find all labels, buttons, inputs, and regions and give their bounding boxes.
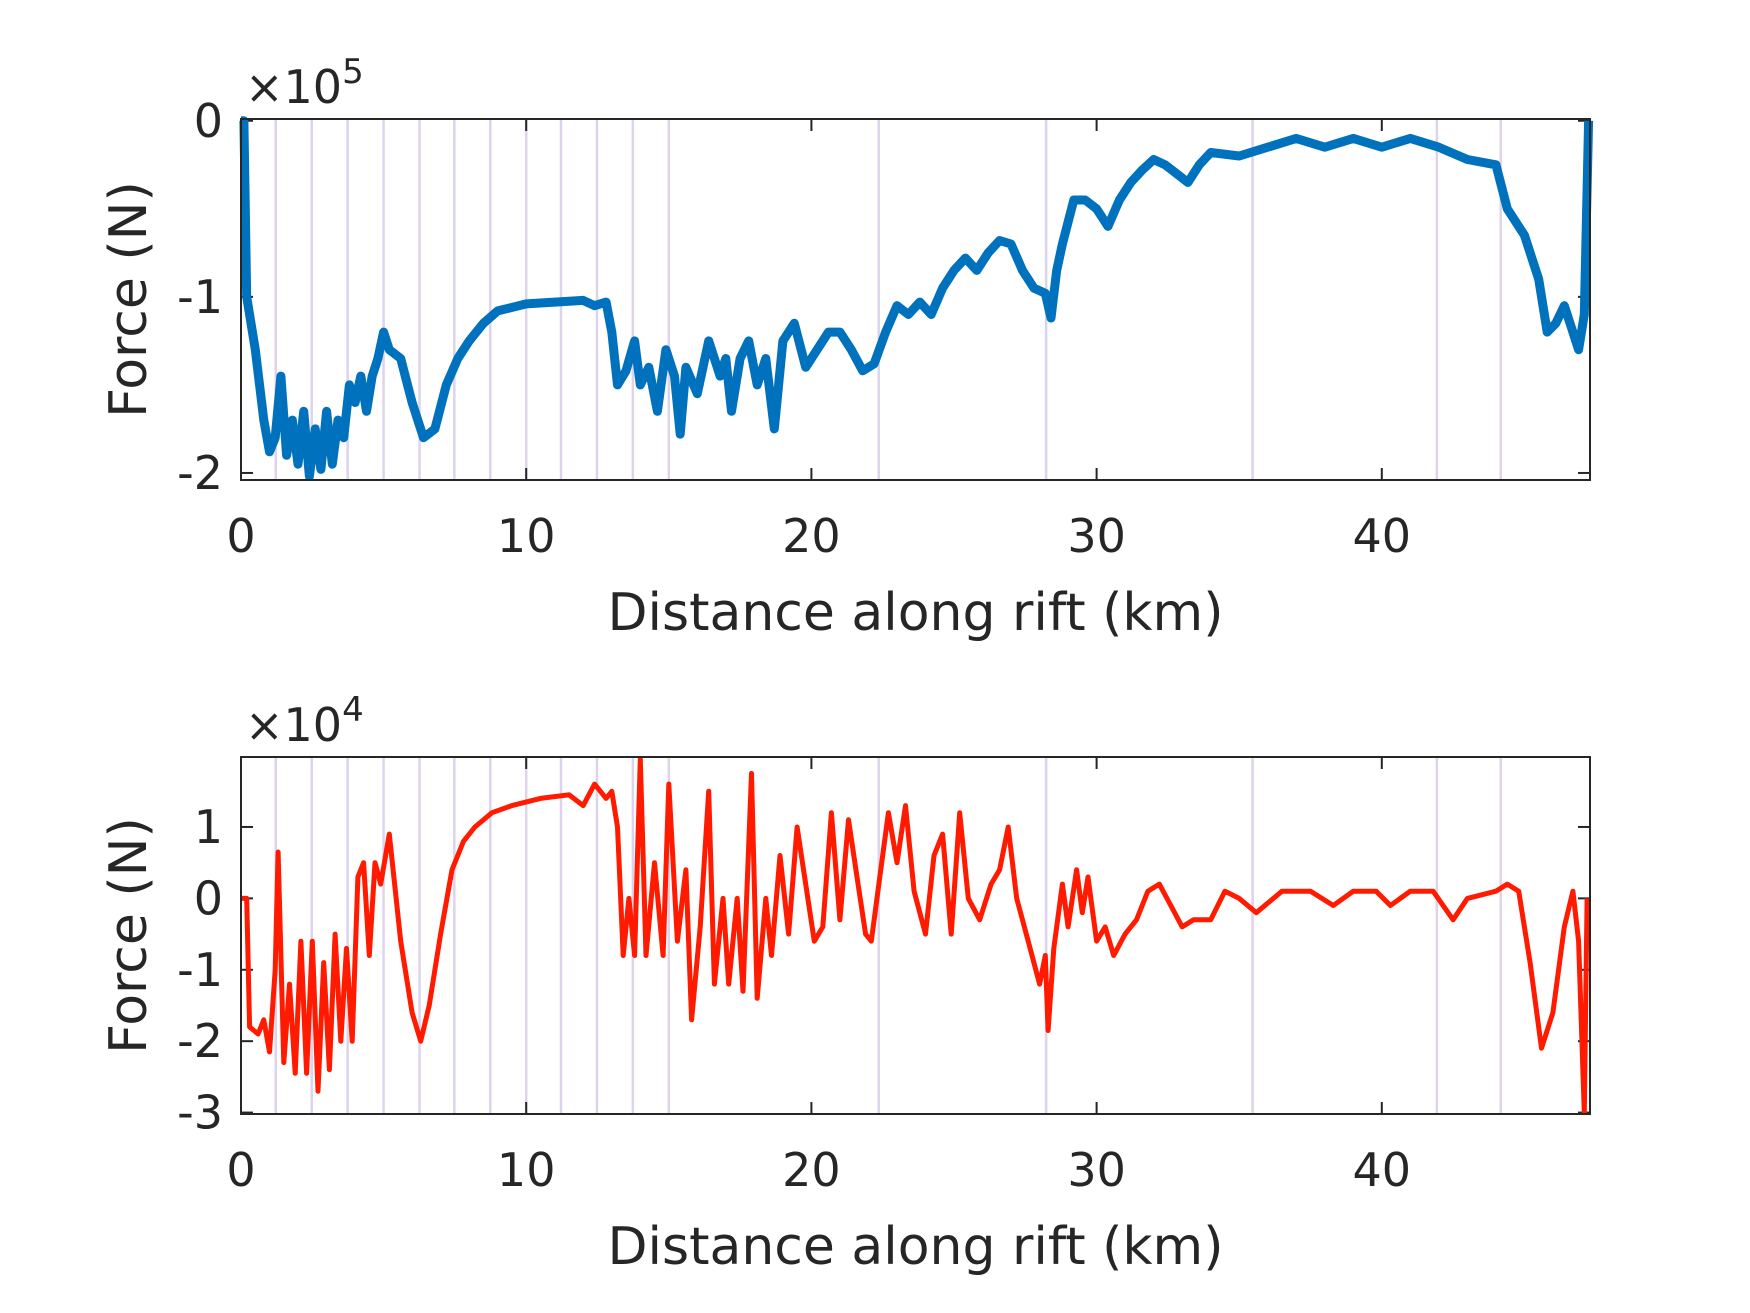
x-tick-label: 20 (782, 1143, 841, 1197)
x-tick-label: 40 (1353, 509, 1412, 563)
multiplier-exponent: 4 (342, 690, 364, 730)
y-axis-label: Force (N) (99, 181, 159, 418)
x-tick-label: 0 (226, 509, 255, 563)
axes-box (240, 118, 1591, 481)
data-line (239, 116, 1594, 481)
y-tick-label: -2 (177, 1014, 223, 1068)
axis-multiplier: ×105 (245, 52, 364, 114)
data-line (241, 756, 1590, 1116)
y-tick-label: -2 (177, 446, 223, 500)
y-tick-label: -1 (177, 943, 223, 997)
x-axis-label: Distance along rift (km) (607, 1217, 1223, 1277)
x-axis-label: Distance along rift (km) (607, 583, 1223, 643)
x-tick-label: 20 (782, 509, 841, 563)
x-tick-label: 10 (497, 509, 556, 563)
x-tick-label: 10 (497, 1143, 556, 1197)
x-tick-label: 30 (1067, 509, 1126, 563)
x-tick-label: 30 (1067, 1143, 1126, 1197)
y-tick-label: 0 (194, 871, 223, 925)
subplot: 0 10 20 30 40 0 -1 -2 Distance along rift (km) Fo… (99, 52, 1594, 643)
y-tick-label: -3 (177, 1086, 223, 1140)
y-tick-label: -1 (177, 270, 223, 324)
y-axis-label: Force (N) (99, 817, 159, 1054)
y-tick-label: 0 (194, 94, 223, 148)
x-tick-label: 40 (1353, 1143, 1412, 1197)
axes-box (240, 756, 1591, 1115)
multiplier-exponent: 5 (342, 52, 364, 92)
x-tick-label: 0 (226, 1143, 255, 1197)
y-tick-label: 1 (194, 800, 223, 854)
multiplier-base: ×10 (245, 698, 342, 752)
axis-multiplier: ×104 (245, 690, 364, 752)
multiplier-base: ×10 (245, 60, 342, 114)
